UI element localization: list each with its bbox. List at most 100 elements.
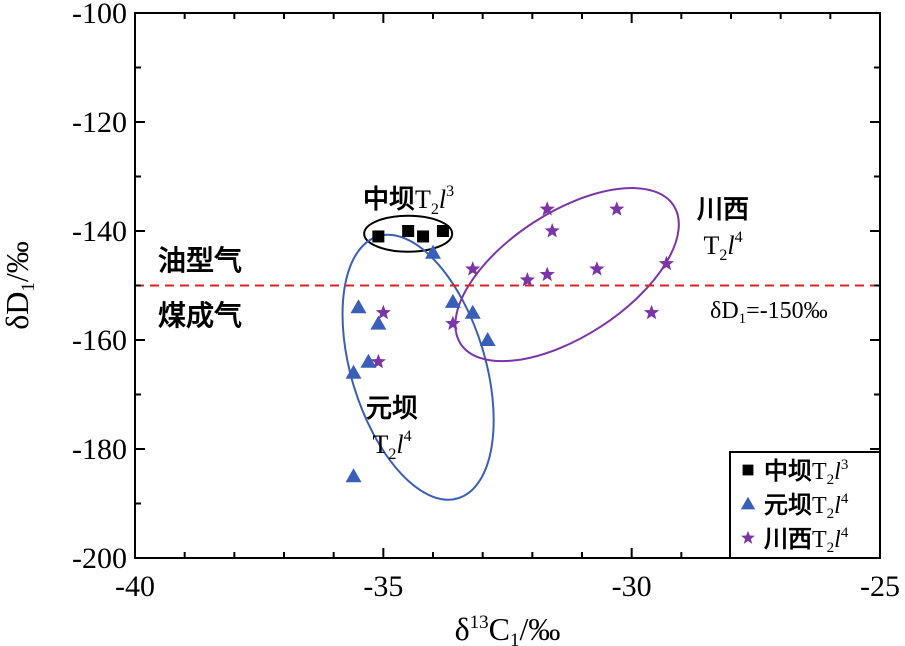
- legend-label-0-sub: 2: [827, 472, 835, 488]
- x-tick-label: -35: [363, 570, 403, 603]
- ellipse-zhongba: [363, 214, 454, 253]
- legend-label-2-sub: 2: [827, 540, 835, 556]
- legend-label-0-l: l: [834, 459, 841, 485]
- legend-label-0-sup: 3: [841, 457, 849, 473]
- legend-label-2-sup: 4: [841, 525, 849, 541]
- legend-label-0-cn: 中坝: [764, 457, 812, 485]
- group-label-zhongba-sup: 3: [446, 183, 454, 200]
- group-label-zhongba: 中坝T2l3: [363, 183, 454, 218]
- point-series1-8: [479, 332, 496, 346]
- y-axis-label-delta: δ: [0, 315, 35, 330]
- group-label-yuanba-sup: 4: [404, 428, 412, 445]
- legend-label-0: 中坝T2l3: [764, 457, 848, 488]
- point-series1-6: [444, 293, 461, 308]
- group-label-chuanxi-t: T: [703, 231, 719, 260]
- y-axis-label-unit: /‰: [0, 241, 35, 282]
- group-label-chuanxi-cn: 川西: [697, 195, 749, 225]
- legend-label-1-t: T: [812, 493, 827, 519]
- region-label-coal: 煤成气: [158, 299, 242, 332]
- x-axis-label-sup: 13: [470, 612, 489, 633]
- legend-label-2-l: l: [834, 527, 841, 553]
- x-axis-label-unit: /‰: [520, 611, 561, 646]
- group-label-zhongba-sub: 2: [431, 201, 439, 218]
- point-series0-1: [402, 225, 415, 237]
- point-series1-5: [425, 244, 441, 259]
- group-label-zhongba-cn: 中坝: [363, 185, 415, 215]
- legend-marker-1: [740, 496, 756, 510]
- point-series2-7: [658, 255, 675, 271]
- legend-label-0-t: T: [812, 459, 827, 485]
- legend-label-1-sup: 4: [841, 491, 849, 507]
- point-series1-3: [345, 364, 362, 379]
- group-label-yuanba-cn: 元坝: [366, 394, 418, 424]
- x-axis-label-main: C: [489, 611, 510, 646]
- group-label-chuanxi-formula: T2l4: [703, 229, 742, 264]
- group-label-yuanba-formula: T2l4: [372, 428, 411, 463]
- y-tick-label: -200: [72, 542, 127, 575]
- legend-label-1-l: l: [834, 493, 841, 519]
- ellipse-chuanxi: [454, 187, 680, 363]
- legend-label-1: 元坝T2l4: [764, 491, 849, 522]
- y-axis-label-sub: 1: [18, 282, 39, 292]
- point-series1-7: [464, 304, 481, 319]
- group-label-zhongba-l: l: [439, 185, 446, 214]
- point-series1-2: [360, 353, 377, 368]
- point-series2-4: [519, 272, 535, 287]
- ref-label-sub: 1: [739, 311, 747, 327]
- legend-marker-0: [742, 464, 754, 476]
- region-label-oil: 油型气: [158, 244, 242, 277]
- legend-label-2: 川西T2l4: [764, 525, 849, 556]
- group-label-yuanba-l: l: [396, 430, 403, 459]
- point-series2-5: [539, 266, 555, 282]
- legend-marker-2: [741, 530, 755, 544]
- point-series2-1: [609, 201, 625, 216]
- point-series1-4: [345, 468, 362, 483]
- data-points: [345, 201, 675, 483]
- point-series2-3: [465, 261, 481, 276]
- y-axis-label: δD1/‰: [0, 241, 39, 330]
- group-label-yuanba-t: T: [372, 430, 388, 459]
- group-label-chuanxi-l: l: [727, 231, 734, 260]
- ellipse-yuanba: [341, 233, 495, 501]
- x-tick-label: -25: [860, 570, 900, 603]
- legend-label-1-sub: 2: [827, 506, 835, 522]
- ref-label-rest: =-150‰: [746, 298, 828, 324]
- x-axis-label-sub: 1: [510, 630, 520, 646]
- point-series1-0: [350, 299, 367, 314]
- point-series2-11: [370, 353, 386, 369]
- x-tick-label: -30: [612, 570, 652, 603]
- y-tick-label: -160: [72, 324, 127, 357]
- point-series0-2: [417, 230, 430, 243]
- legend-label-1-cn: 元坝: [764, 491, 812, 519]
- y-tick-label: -140: [72, 215, 127, 248]
- y-axis-label-main: D: [0, 292, 35, 315]
- group-label-yuanba-sub: 2: [388, 446, 396, 463]
- legend-label-2-cn: 川西: [764, 525, 812, 553]
- ref-label-delta: δ: [710, 298, 721, 324]
- y-tick-label: -180: [72, 433, 127, 466]
- x-axis-label-delta: δ: [455, 611, 470, 646]
- point-series2-6: [589, 261, 605, 276]
- x-axis-label: δ13C1/‰: [455, 611, 561, 646]
- point-series2-2: [544, 223, 560, 238]
- group-label-zhongba-t: T: [415, 185, 431, 214]
- y-tick-label: -100: [72, 0, 127, 30]
- x-tick-label: -40: [115, 570, 155, 603]
- point-series2-8: [445, 315, 461, 331]
- group-label-chuanxi-sub: 2: [719, 247, 727, 264]
- y-tick-label: -120: [72, 106, 127, 139]
- point-series2-9: [643, 304, 660, 320]
- point-series0-0: [372, 230, 385, 243]
- legend-box: [729, 451, 881, 559]
- point-series2-0: [539, 201, 555, 216]
- ref-label-main: D: [721, 298, 738, 324]
- reference-line-label: δD1=-150‰: [710, 298, 828, 327]
- point-series2-10: [375, 304, 391, 320]
- point-series1-1: [370, 315, 387, 330]
- point-series0-3: [436, 225, 449, 237]
- group-label-chuanxi-sup: 4: [735, 229, 743, 246]
